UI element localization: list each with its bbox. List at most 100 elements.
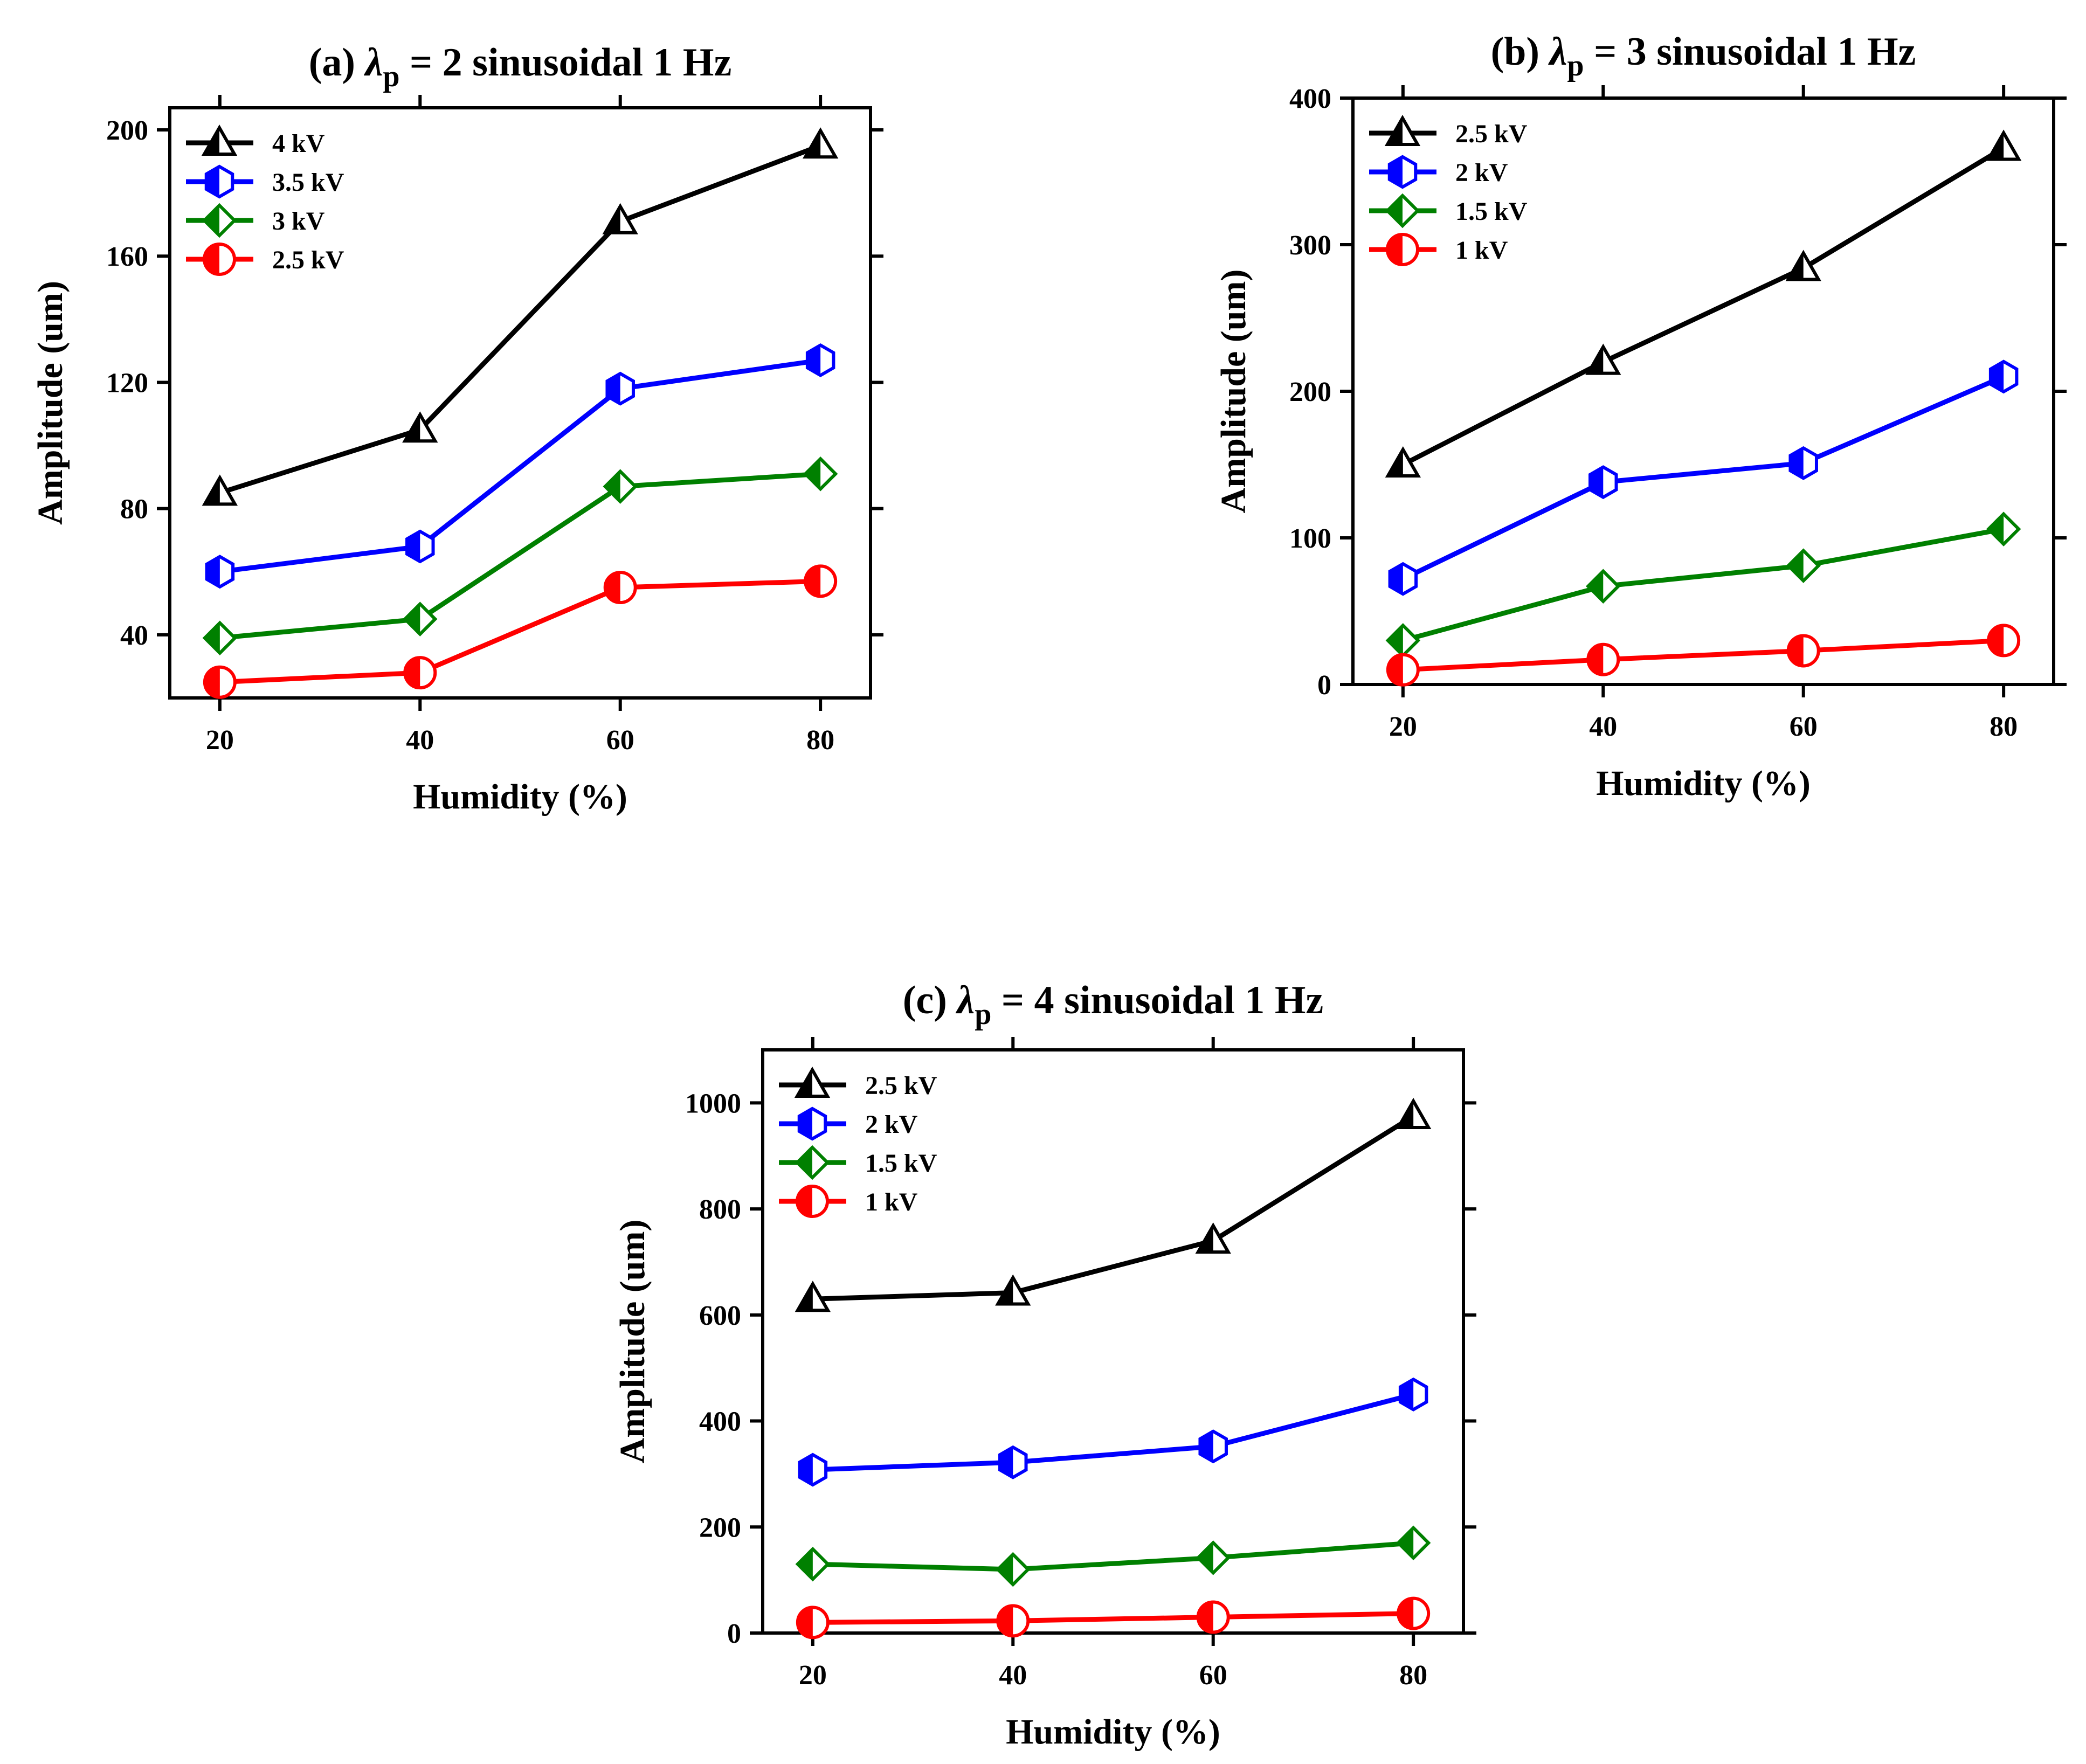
data-point-fill xyxy=(1588,347,1604,373)
data-point-fill xyxy=(204,667,220,697)
title-suffix: = 4 sinusoidal 1 Hz xyxy=(991,978,1323,1022)
data-point-fill xyxy=(1198,1542,1213,1573)
series-line xyxy=(1402,527,2004,643)
legend-label: 1 kV xyxy=(865,1188,918,1216)
data-point-fill xyxy=(1788,635,1804,666)
data-point-fill xyxy=(605,572,620,603)
data-point-fill xyxy=(1198,1226,1213,1253)
y-tick-label: 160 xyxy=(106,241,148,272)
series-1kv-kv xyxy=(1386,624,2021,687)
data-point-fill xyxy=(1400,1379,1414,1410)
x-tick-label: 80 xyxy=(1990,711,2018,742)
data-point-fill xyxy=(797,1549,813,1580)
title-symbol: λ xyxy=(955,978,975,1022)
title-symbol: λ xyxy=(1548,30,1567,74)
series-2.5kv-kv xyxy=(1385,129,2022,478)
data-point-fill xyxy=(1198,1602,1213,1632)
series-line xyxy=(812,1392,1414,1472)
legend-label: 4 kV xyxy=(272,129,325,158)
y-tick-label: 300 xyxy=(1289,230,1331,261)
data-point-fill xyxy=(1588,644,1604,675)
y-tick-label: 400 xyxy=(699,1407,741,1437)
legend-label: 3.5 kV xyxy=(272,168,344,197)
data-point-fill xyxy=(405,604,420,634)
y-tick-label: 0 xyxy=(1317,670,1331,701)
y-tick-label: 1000 xyxy=(685,1088,741,1119)
legend-marker-fill xyxy=(204,205,219,236)
data-point-fill xyxy=(204,478,220,504)
chart-title: (c) λp = 4 sinusoidal 1 Hz xyxy=(903,978,1323,1031)
title-prefix: (b) xyxy=(1491,30,1550,74)
data-point-fill xyxy=(1387,449,1403,476)
series-line xyxy=(219,471,821,641)
data-point-fill xyxy=(807,345,821,376)
series-2.5kv-kv xyxy=(795,1097,1432,1312)
legend-marker-fill xyxy=(204,128,219,154)
data-point-fill xyxy=(1398,1101,1414,1127)
data-point-fill xyxy=(204,622,220,653)
series-2.5kv-kv xyxy=(203,564,838,699)
y-tick-label: 600 xyxy=(699,1300,741,1331)
y-tick-label: 200 xyxy=(106,115,148,146)
x-tick-label: 60 xyxy=(1199,1660,1227,1691)
data-point-fill xyxy=(1387,654,1403,685)
x-tick-label: 40 xyxy=(406,725,434,756)
legend: 2.5 kV 2 kV 1.5 kV 1 kV xyxy=(779,1066,937,1218)
legend-marker-fill xyxy=(1389,157,1403,187)
title-prefix: (c) xyxy=(903,978,957,1022)
legend-marker-fill xyxy=(1387,234,1403,265)
data-point-fill xyxy=(405,414,420,441)
data-point-fill xyxy=(797,1284,813,1311)
x-tick-label: 20 xyxy=(799,1660,827,1691)
y-tick-label: 400 xyxy=(1289,84,1331,114)
data-point-fill xyxy=(1000,1447,1013,1478)
series-line xyxy=(219,357,821,575)
data-point-fill xyxy=(1398,1598,1414,1629)
chart-title: (b) λp = 3 sinusoidal 1 Hz xyxy=(1491,30,1916,82)
y-tick-label: 0 xyxy=(727,1618,741,1649)
legend-label: 2.5 kV xyxy=(272,246,344,274)
series-line xyxy=(1401,374,2005,582)
data-point-fill xyxy=(805,459,821,489)
legend-marker-fill xyxy=(797,1147,812,1178)
series-line xyxy=(219,578,821,685)
data-point-fill xyxy=(1790,448,1804,479)
chart-title: (a) λp = 2 sinusoidal 1 Hz xyxy=(309,40,732,93)
x-axis-label: Humidity (%) xyxy=(1596,764,1811,803)
title-symbol: λ xyxy=(363,40,383,85)
series-line xyxy=(812,1611,1414,1625)
data-point-fill xyxy=(1387,625,1403,656)
x-tick-label: 80 xyxy=(806,725,834,756)
data-point-fill xyxy=(1398,1527,1414,1558)
y-tick-label: 40 xyxy=(120,620,148,651)
data-point-fill xyxy=(799,1455,813,1485)
series-3.5kv-kv xyxy=(205,343,835,589)
x-tick-label: 20 xyxy=(1389,711,1417,742)
plot-frame xyxy=(761,1048,1465,1635)
data-point-fill xyxy=(1590,467,1604,497)
series-2kv-kv xyxy=(1388,359,2019,596)
y-axis-label: Amplitude (um) xyxy=(613,1220,652,1464)
series-line xyxy=(1401,146,2005,467)
data-point-fill xyxy=(407,531,420,562)
x-tick-label: 60 xyxy=(1790,711,1818,742)
legend-label: 2.5 kV xyxy=(865,1071,937,1100)
data-point-fill xyxy=(1988,514,2004,544)
title-subscript: p xyxy=(383,60,399,93)
data-point-fill xyxy=(1988,625,2004,656)
legend-label: 1.5 kV xyxy=(865,1149,937,1178)
title-subscript: p xyxy=(975,998,991,1031)
series-line xyxy=(812,1540,1414,1572)
data-point-fill xyxy=(607,373,620,404)
series-line xyxy=(219,143,821,495)
data-point-fill xyxy=(1988,133,2004,160)
chart-b: (b) λp = 3 sinusoidal 1 Hz 20 40 60 80 0 100 20… xyxy=(1214,30,2067,803)
x-tick-label: 40 xyxy=(999,1660,1027,1691)
title-suffix: = 3 sinusoidal 1 Hz xyxy=(1584,30,1916,74)
data-point-fill xyxy=(1588,571,1604,601)
legend-label: 1 kV xyxy=(1455,236,1508,265)
legend-label: 2.5 kV xyxy=(1455,120,1528,148)
title-prefix: (a) xyxy=(309,40,365,85)
series-line xyxy=(1403,638,2004,673)
